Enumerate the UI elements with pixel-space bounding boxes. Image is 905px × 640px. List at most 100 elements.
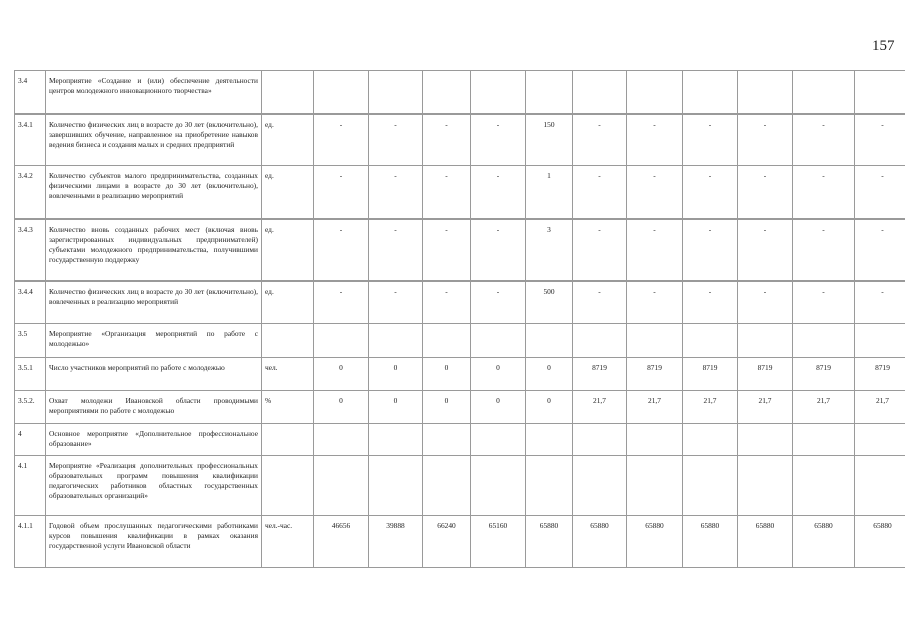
row-value xyxy=(682,455,738,516)
row-name: Мероприятие «Реализация дополнительных п… xyxy=(45,455,262,516)
table-row: 3.5 Мероприятие «Организация мероприятий … xyxy=(14,323,905,358)
row-value: - xyxy=(422,279,471,324)
row-value: - xyxy=(682,279,738,324)
row-value xyxy=(368,455,423,516)
row-value: 500 xyxy=(525,279,573,324)
row-value: 0 xyxy=(525,390,573,424)
row-value: - xyxy=(737,217,793,281)
row-value: - xyxy=(572,217,627,281)
row-name: Основное мероприятие «Дополнительное про… xyxy=(45,423,262,456)
row-value: - xyxy=(626,165,683,219)
row-code: 4 xyxy=(14,423,46,456)
row-code: 3.4.3 xyxy=(14,217,46,281)
row-value: 65880 xyxy=(626,515,683,568)
row-value: - xyxy=(792,165,855,219)
table-row: 3.4 Мероприятие «Создание и (или) обеспеч… xyxy=(14,70,905,114)
table-row: 3.5.2. Охват молодежи Ивановской области … xyxy=(14,390,905,424)
row-value: 8719 xyxy=(682,357,738,391)
row-code: 4.1 xyxy=(14,455,46,516)
row-value xyxy=(626,323,683,358)
row-value: 39888 xyxy=(368,515,423,568)
row-value xyxy=(792,423,855,456)
row-value: - xyxy=(854,217,905,281)
row-unit: ед. xyxy=(261,217,314,281)
row-value xyxy=(313,70,369,114)
row-value xyxy=(682,423,738,456)
row-value: - xyxy=(792,217,855,281)
table-row: 4.1 Мероприятие «Реализация дополнительны… xyxy=(14,455,905,516)
row-value xyxy=(525,423,573,456)
table-row: 3.4.2 Количество субъектов малого предпри… xyxy=(14,165,905,219)
row-value: - xyxy=(572,165,627,219)
row-value: - xyxy=(470,279,526,324)
row-code: 3.5.1 xyxy=(14,357,46,391)
row-unit xyxy=(261,323,314,358)
table-row: 4 Основное мероприятие «Дополнительное пр… xyxy=(14,423,905,456)
row-value: 0 xyxy=(368,390,423,424)
row-value xyxy=(737,70,793,114)
row-value xyxy=(792,323,855,358)
row-value: - xyxy=(470,217,526,281)
row-value: 21,7 xyxy=(682,390,738,424)
page-number: 157 xyxy=(872,38,895,54)
row-value xyxy=(422,70,471,114)
row-value xyxy=(572,70,627,114)
row-value xyxy=(422,323,471,358)
row-value xyxy=(470,70,526,114)
row-value xyxy=(525,323,573,358)
row-value: - xyxy=(422,217,471,281)
row-value xyxy=(572,423,627,456)
row-value: 8719 xyxy=(854,357,905,391)
row-value xyxy=(313,423,369,456)
row-value: 1 xyxy=(525,165,573,219)
row-value: - xyxy=(313,165,369,219)
row-name: Количество субъектов малого предпринимат… xyxy=(45,165,262,219)
row-value xyxy=(682,323,738,358)
row-value xyxy=(737,323,793,358)
row-value: 65160 xyxy=(470,515,526,568)
row-value xyxy=(737,455,793,516)
row-name: Количество физических лиц в возрасте до … xyxy=(45,112,262,166)
row-value xyxy=(313,455,369,516)
row-name: Число участников мероприятий по работе с… xyxy=(45,357,262,391)
row-value xyxy=(854,455,905,516)
row-value: - xyxy=(737,279,793,324)
row-value: 21,7 xyxy=(854,390,905,424)
row-value: 0 xyxy=(470,390,526,424)
row-unit xyxy=(261,423,314,456)
row-value: - xyxy=(682,165,738,219)
row-value xyxy=(470,423,526,456)
row-value: 21,7 xyxy=(572,390,627,424)
table-row: 3.5.1 Число участников мероприятий по раб… xyxy=(14,357,905,391)
row-value xyxy=(792,70,855,114)
row-value: - xyxy=(854,165,905,219)
row-unit: % xyxy=(261,390,314,424)
row-value xyxy=(313,323,369,358)
row-code: 3.4.2 xyxy=(14,165,46,219)
row-name: Годовой объем прослушанных педагогически… xyxy=(45,515,262,568)
row-value xyxy=(572,323,627,358)
row-unit: чел. xyxy=(261,357,314,391)
row-value: 65880 xyxy=(525,515,573,568)
row-code: 3.5.2. xyxy=(14,390,46,424)
row-value: - xyxy=(313,112,369,166)
row-value: - xyxy=(792,279,855,324)
row-value xyxy=(626,455,683,516)
row-value: - xyxy=(737,112,793,166)
row-code: 4.1.1 xyxy=(14,515,46,568)
row-value: 65880 xyxy=(792,515,855,568)
row-value: 0 xyxy=(313,357,369,391)
row-value: 65880 xyxy=(737,515,793,568)
row-value: - xyxy=(854,112,905,166)
row-value xyxy=(792,455,855,516)
row-value: - xyxy=(368,279,423,324)
row-unit xyxy=(261,70,314,114)
row-value: 0 xyxy=(470,357,526,391)
row-value: - xyxy=(368,217,423,281)
row-value: - xyxy=(572,279,627,324)
row-value xyxy=(525,70,573,114)
row-value: 8719 xyxy=(737,357,793,391)
row-value: - xyxy=(368,112,423,166)
row-value: 0 xyxy=(525,357,573,391)
row-value xyxy=(422,423,471,456)
